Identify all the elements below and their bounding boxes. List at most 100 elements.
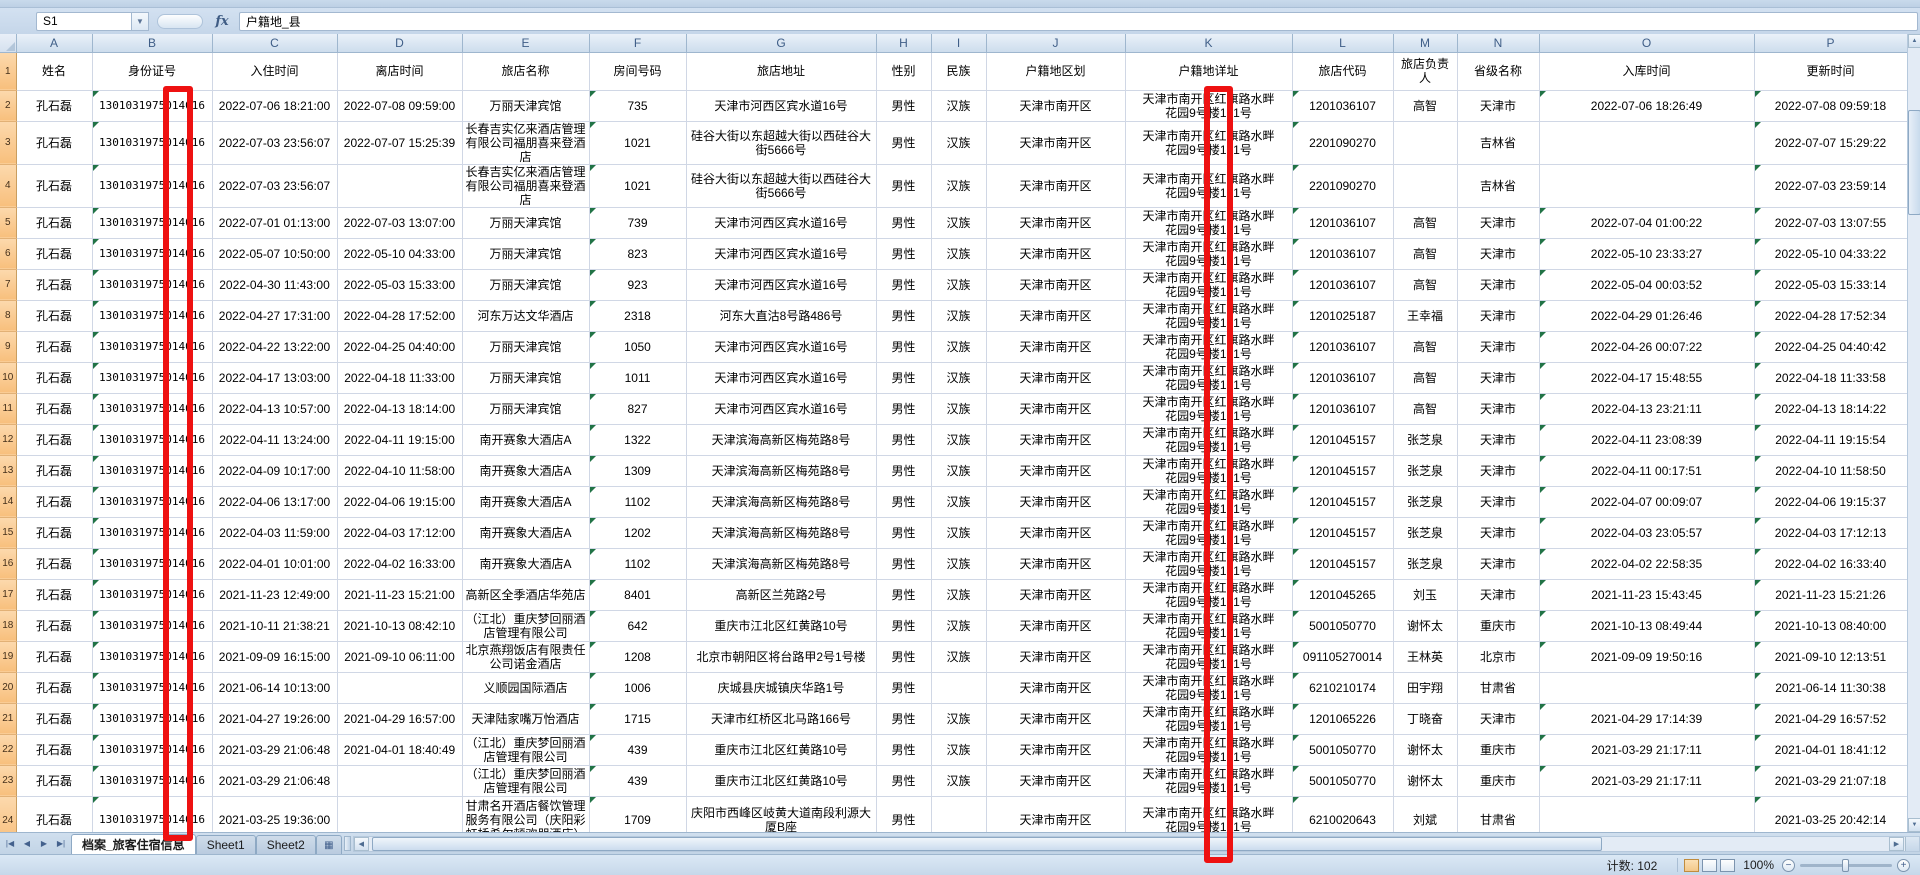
cell-update-time[interactable]: 2022-07-03 13:07:55 <box>1754 207 1907 239</box>
cell-hotel[interactable]: 万丽天津宾馆 <box>462 207 590 239</box>
cell-hotel[interactable]: 南开赛象大酒店A <box>462 455 590 487</box>
cell-store-time[interactable]: 2022-07-04 01:00:22 <box>1539 207 1755 239</box>
cell-region[interactable]: 天津市南开区 <box>986 362 1126 394</box>
row-header-18[interactable]: 18 <box>0 610 17 642</box>
cell-checkout[interactable]: 2021-10-13 08:42:10 <box>337 610 463 642</box>
vertical-scrollbar[interactable]: ▲ ▼ <box>1907 34 1920 832</box>
cell-room[interactable]: 439 <box>589 734 687 766</box>
cell-store-time[interactable] <box>1539 672 1755 704</box>
cell-gender[interactable]: 男性 <box>876 331 932 363</box>
cell-hotel-address[interactable]: 天津滨海高新区梅苑路8号 <box>686 486 877 518</box>
column-header-E[interactable]: E <box>462 34 590 53</box>
cell-detail-address[interactable]: 天津市南开区红旗路水畔花园9号楼101号 <box>1125 765 1293 797</box>
cell-gender[interactable]: 男性 <box>876 672 932 704</box>
cell-update-time[interactable]: 2022-04-03 17:12:13 <box>1754 517 1907 549</box>
cell-checkout[interactable]: 2021-04-29 16:57:00 <box>337 703 463 735</box>
cell-detail-address[interactable]: 天津市南开区红旗路水畔花园9号楼101号 <box>1125 610 1293 642</box>
column-header-K[interactable]: K <box>1125 34 1293 53</box>
column-header-H[interactable]: H <box>876 34 932 53</box>
tab-archive-guest-info[interactable]: 档案_旅客住宿信息 <box>71 834 196 854</box>
row-header-14[interactable]: 14 <box>0 486 17 518</box>
header-cell-gender[interactable]: 性别 <box>876 52 932 91</box>
cell-ethnicity[interactable]: 汉族 <box>931 610 987 642</box>
cell-room[interactable]: 439 <box>589 765 687 797</box>
cell-detail-address[interactable]: 天津市南开区红旗路水畔花园9号楼101号 <box>1125 486 1293 518</box>
cell-province[interactable]: 甘肃省 <box>1457 796 1540 832</box>
cell-room[interactable]: 735 <box>589 90 687 122</box>
cell-id[interactable]: 1301031975014016 <box>92 331 213 363</box>
cell-hotel[interactable]: 河东万达文华酒店 <box>462 300 590 332</box>
row-header-19[interactable]: 19 <box>0 641 17 673</box>
cell-manager[interactable] <box>1393 164 1458 208</box>
cell-province[interactable]: 天津市 <box>1457 238 1540 270</box>
cell-name[interactable]: 孔石磊 <box>16 641 93 673</box>
cell-room[interactable]: 1011 <box>589 362 687 394</box>
cell-store-time[interactable]: 2021-11-23 15:43:45 <box>1539 579 1755 611</box>
cell-name[interactable]: 孔石磊 <box>16 486 93 518</box>
cell-manager[interactable] <box>1393 121 1458 165</box>
cell-store-time[interactable]: 2022-04-07 00:09:07 <box>1539 486 1755 518</box>
cell-gender[interactable]: 男性 <box>876 455 932 487</box>
column-header-N[interactable]: N <box>1457 34 1540 53</box>
cell-name[interactable]: 孔石磊 <box>16 455 93 487</box>
cell-room[interactable]: 1322 <box>589 424 687 456</box>
cell-hotel[interactable]: 万丽天津宾馆 <box>462 393 590 425</box>
cell-hotel-address[interactable]: 重庆市江北区红黄路10号 <box>686 610 877 642</box>
cell-hotel-code[interactable]: 1201045265 <box>1292 579 1394 611</box>
cell-ethnicity[interactable]: 汉族 <box>931 703 987 735</box>
cell-gender[interactable]: 男性 <box>876 362 932 394</box>
cell-manager[interactable]: 张芝泉 <box>1393 424 1458 456</box>
row-header-4[interactable]: 4 <box>0 164 17 208</box>
cell-province[interactable]: 甘肃省 <box>1457 672 1540 704</box>
cell-hotel-code[interactable]: 1201036107 <box>1292 238 1394 270</box>
cell-checkin[interactable]: 2022-04-09 10:17:00 <box>212 455 338 487</box>
cell-hotel-address[interactable]: 庆阳市西峰区岐黄大道南段利源大厦B座 <box>686 796 877 832</box>
cell-checkin[interactable]: 2021-03-25 19:36:00 <box>212 796 338 832</box>
column-header-P[interactable]: P <box>1754 34 1907 53</box>
zoom-level[interactable]: 100% <box>1743 858 1774 872</box>
cell-hotel-code[interactable]: 2201090270 <box>1292 164 1394 208</box>
cell-region[interactable]: 天津市南开区 <box>986 121 1126 165</box>
cell-id[interactable]: 1301031975014016 <box>92 164 213 208</box>
column-header-L[interactable]: L <box>1292 34 1394 53</box>
cell-ethnicity[interactable]: 汉族 <box>931 269 987 301</box>
cell-checkin[interactable]: 2022-04-03 11:59:00 <box>212 517 338 549</box>
header-cell-id[interactable]: 身份证号 <box>92 52 213 91</box>
cell-detail-address[interactable]: 天津市南开区红旗路水畔花园9号楼101号 <box>1125 269 1293 301</box>
page-break-view-icon[interactable] <box>1720 858 1736 872</box>
row-header-3[interactable]: 3 <box>0 121 17 165</box>
zoom-slider-thumb[interactable] <box>1842 858 1849 872</box>
header-cell-manager[interactable]: 旅店负责人 <box>1393 52 1458 91</box>
cell-id[interactable]: 1301031975014016 <box>92 424 213 456</box>
cell-region[interactable]: 天津市南开区 <box>986 207 1126 239</box>
row-header-8[interactable]: 8 <box>0 300 17 332</box>
header-cell-name[interactable]: 姓名 <box>16 52 93 91</box>
cell-hotel-code[interactable]: 1201025187 <box>1292 300 1394 332</box>
cell-gender[interactable]: 男性 <box>876 121 932 165</box>
cell-region[interactable]: 天津市南开区 <box>986 90 1126 122</box>
cell-manager[interactable]: 王幸福 <box>1393 300 1458 332</box>
cell-gender[interactable]: 男性 <box>876 517 932 549</box>
cell-manager[interactable]: 刘玉 <box>1393 579 1458 611</box>
cell-ethnicity[interactable]: 汉族 <box>931 734 987 766</box>
cell-hotel[interactable]: 万丽天津宾馆 <box>462 269 590 301</box>
cell-checkin[interactable]: 2022-04-27 17:31:00 <box>212 300 338 332</box>
cell-region[interactable]: 天津市南开区 <box>986 238 1126 270</box>
row-header-5[interactable]: 5 <box>0 207 17 239</box>
cell-store-time[interactable]: 2022-05-04 00:03:52 <box>1539 269 1755 301</box>
header-cell-province[interactable]: 省级名称 <box>1457 52 1540 91</box>
cell-hotel-code[interactable]: 5001050770 <box>1292 734 1394 766</box>
cell-id[interactable]: 1301031975014016 <box>92 455 213 487</box>
cell-checkin[interactable]: 2022-04-13 10:57:00 <box>212 393 338 425</box>
cell-store-time[interactable]: 2021-04-29 17:14:39 <box>1539 703 1755 735</box>
cell-ethnicity[interactable]: 汉族 <box>931 579 987 611</box>
column-header-O[interactable]: O <box>1539 34 1755 53</box>
cell-store-time[interactable]: 2021-03-29 21:17:11 <box>1539 765 1755 797</box>
cell-checkout[interactable]: 2022-05-03 15:33:00 <box>337 269 463 301</box>
column-header-A[interactable]: A <box>16 34 93 53</box>
last-sheet-icon[interactable]: ▶| <box>56 838 66 848</box>
cell-checkout[interactable]: 2022-04-02 16:33:00 <box>337 548 463 580</box>
formula-input[interactable]: 户籍地_县 <box>239 11 1918 31</box>
cell-gender[interactable]: 男性 <box>876 300 932 332</box>
cell-detail-address[interactable]: 天津市南开区红旗路水畔花园9号楼101号 <box>1125 121 1293 165</box>
